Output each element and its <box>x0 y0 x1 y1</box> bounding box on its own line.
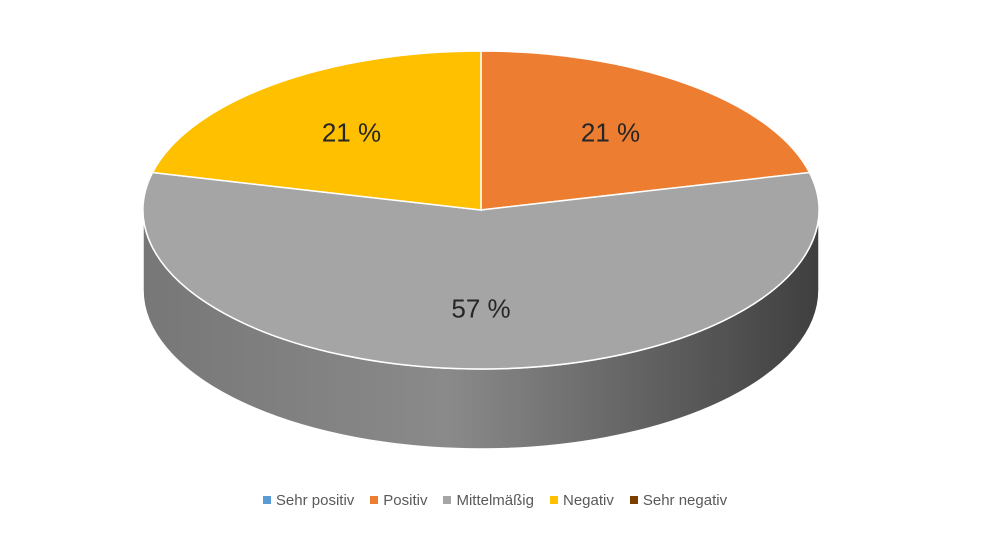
data-label-mittelmaessig: 57 % <box>451 294 510 324</box>
pie-slice-negativ <box>151 50 482 211</box>
legend-item-positiv: Positiv <box>370 492 427 509</box>
legend-label: Sehr positiv <box>275 491 355 509</box>
legend-swatch <box>262 496 271 504</box>
legend-item-negativ: Negativ <box>549 491 614 509</box>
legend-item-mittelmaessig: Mittelmäßig <box>443 492 534 509</box>
data-label-negativ: 21 % <box>322 118 381 148</box>
legend-label: Positiv <box>383 491 428 509</box>
legend-label: Sehr negativ <box>642 491 728 509</box>
legend-item-sehr-negativ: Sehr negativ <box>629 491 728 509</box>
data-label-positiv: 21 % <box>581 118 640 148</box>
legend-item-sehr-positiv: Sehr positiv <box>262 491 355 509</box>
legend-swatch <box>629 496 638 504</box>
pie-labels: 21 % 57 % 21 % <box>322 118 640 324</box>
legend-swatch <box>549 496 558 504</box>
legend-label: Mittelmäßig <box>456 491 534 509</box>
pie-slice-mittelmaessig <box>142 171 820 370</box>
pie-slices <box>142 50 820 370</box>
pie-slice-positiv <box>480 50 811 211</box>
legend-label: Negativ <box>562 491 614 509</box>
legend-swatch <box>370 496 379 504</box>
legend-swatch <box>443 496 452 504</box>
legend: Sehr positiv Positiv Mittelmäßig Negativ Seh… <box>0 489 990 511</box>
